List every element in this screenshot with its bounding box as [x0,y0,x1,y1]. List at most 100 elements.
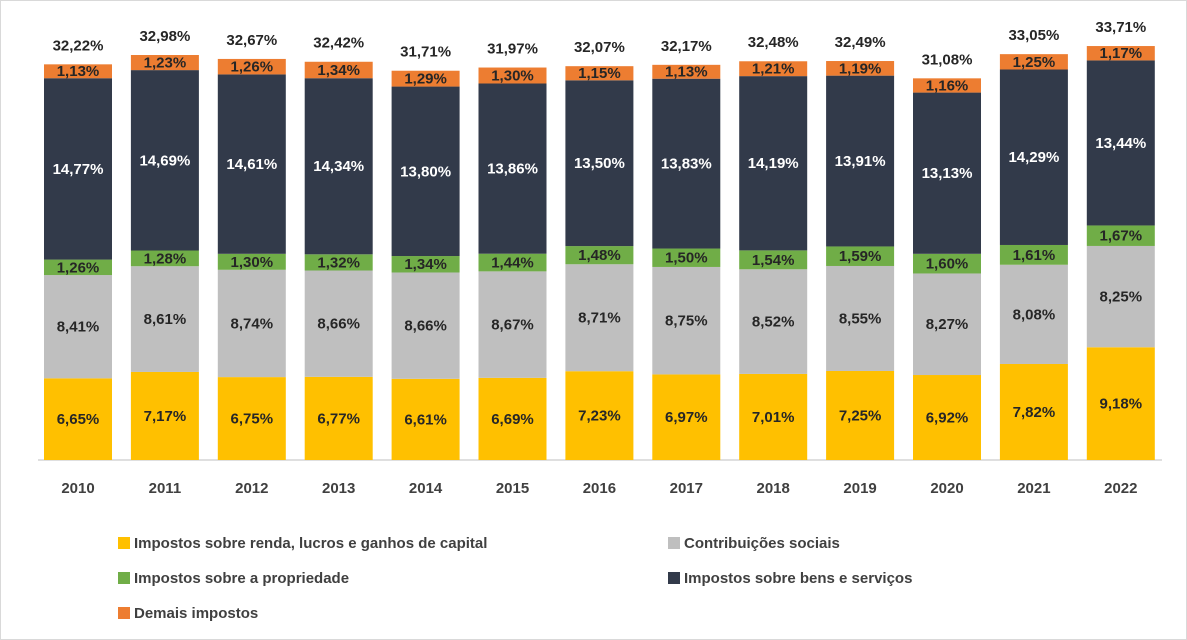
bar-segment [739,250,808,270]
value-label: 14,29% [1008,149,1059,166]
x-tick-label: 2015 [496,480,529,497]
value-label: 1,25% [1013,54,1056,71]
value-label: 1,44% [491,255,534,272]
value-label: 14,77% [53,161,104,178]
bar-segment [44,64,112,79]
total-label: 33,71% [1095,19,1146,36]
legend-label: Contribuições sociais [684,535,840,552]
bar-segment [999,54,1068,70]
value-label: 1,34% [404,256,447,273]
bar-segment [999,244,1068,265]
bar-segment [913,253,981,274]
bar-segment [739,61,808,77]
bar-segment [217,58,286,75]
value-label: 1,60% [926,256,969,273]
bar-segment [478,253,547,272]
value-label: 6,69% [491,411,534,428]
value-label: 8,67% [491,317,534,334]
bar-segment [478,67,547,84]
x-tick-label: 2017 [670,480,703,497]
bar-segment [130,250,199,267]
value-label: 1,15% [578,65,621,82]
x-tick-label: 2021 [1017,480,1050,497]
value-label: 1,17% [1100,45,1143,62]
value-label: 13,80% [400,163,451,180]
value-label: 1,32% [317,254,360,271]
bar-segment [565,80,634,247]
total-label: 31,08% [922,51,973,68]
value-label: 13,83% [661,156,712,173]
value-label: 14,69% [139,152,190,169]
bar-segment [739,269,808,374]
value-label: 1,13% [665,64,708,81]
value-label: 7,25% [839,407,882,424]
total-label: 32,17% [661,38,712,55]
bar-segment [565,264,634,372]
x-tick-label: 2011 [149,480,182,497]
legend-swatch [118,607,130,619]
total-label: 32,22% [53,37,104,54]
value-label: 13,13% [922,165,973,182]
bar-segment [478,83,547,254]
bar-segment [913,92,981,254]
legend-label: Impostos sobre bens e serviços [684,570,912,587]
value-label: 1,30% [491,67,534,84]
bar-segment [652,266,721,375]
bar-segment [739,76,808,251]
bar-segment [652,78,721,249]
bar-segment [217,253,286,270]
bar-segment [130,70,199,251]
value-label: 9,18% [1100,396,1143,413]
value-label: 14,34% [313,158,364,175]
bar-segment [652,374,721,460]
legend-swatch [118,537,130,549]
x-tick-label: 2014 [409,480,443,497]
bar-segment [130,371,199,460]
bar-segment [478,377,547,460]
legend-label: Impostos sobre a propriedade [134,570,349,587]
value-label: 13,91% [835,153,886,170]
value-label: 13,44% [1095,135,1146,152]
bar-segment [44,275,112,379]
x-tick-label: 2018 [757,480,790,497]
value-label: 8,66% [404,318,447,335]
bar-segment [391,272,460,379]
x-tick-label: 2019 [843,480,876,497]
bar-segment [391,256,460,273]
value-label: 1,48% [578,247,621,264]
value-label: 1,34% [317,62,360,79]
bar-segment [999,69,1068,245]
legend-swatch [668,537,680,549]
bar-segment [304,270,373,377]
bar-segment [391,86,460,257]
bar-segment [304,61,373,79]
x-tick-label: 2012 [235,480,268,497]
bar-segment [1086,46,1155,61]
bar-segment [826,370,895,460]
value-label: 1,28% [144,250,187,267]
value-label: 1,61% [1013,247,1056,264]
value-label: 8,61% [144,311,187,328]
value-label: 1,23% [144,55,187,72]
value-label: 7,17% [144,408,187,425]
bar-segment [913,78,981,93]
bar-segment [304,78,373,255]
total-label: 32,42% [313,35,364,52]
value-label: 8,52% [752,314,795,331]
bar-segment [217,377,286,460]
value-label: 1,26% [231,59,274,76]
total-label: 33,05% [1008,27,1059,44]
bar-segment [999,363,1068,460]
value-label: 1,54% [752,252,795,269]
bar-segment [44,78,112,260]
bar-segment [391,70,460,87]
bar-segment [217,74,286,254]
bar-segment [565,66,634,81]
value-label: 8,66% [317,316,360,333]
bar-segment [44,378,112,460]
bar-segment [1086,245,1155,348]
bar-segment [565,371,634,460]
bar-segment [739,373,808,460]
total-label: 32,49% [835,34,886,51]
x-tick-label: 2022 [1104,480,1137,497]
